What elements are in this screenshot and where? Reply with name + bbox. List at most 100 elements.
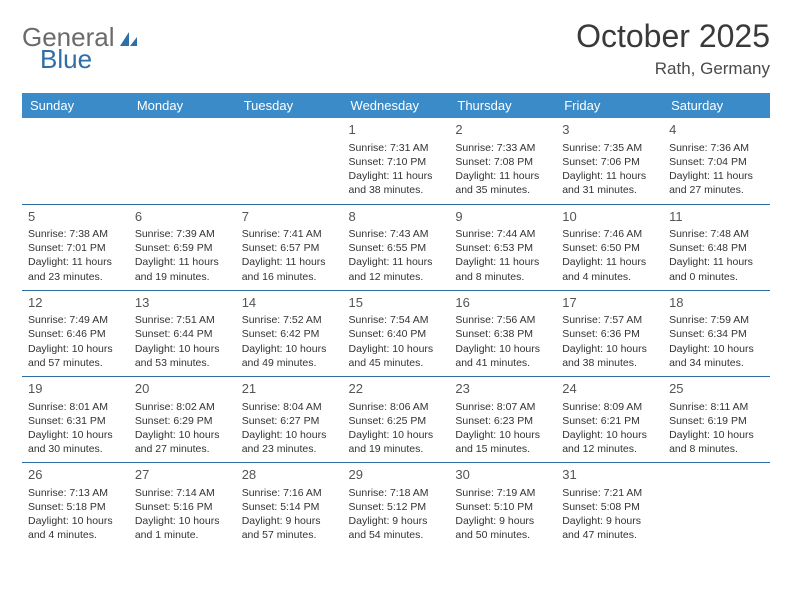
cell-line: Sunset: 6:42 PM [242,327,337,341]
title-block: October 2025 Rath, Germany [576,18,770,79]
cell-line: Sunrise: 8:11 AM [669,400,764,414]
calendar-cell: 10Sunrise: 7:46 AMSunset: 6:50 PMDayligh… [556,204,663,290]
calendar-cell: 7Sunrise: 7:41 AMSunset: 6:57 PMDaylight… [236,204,343,290]
cell-line: Sunrise: 7:51 AM [135,313,230,327]
calendar-cell: 23 Sunrise: 8:07 AMSunset: 6:23 PMDayligh… [449,376,556,462]
cell-line: Daylight: 11 hours [349,255,444,269]
cell-line: and 57 minutes. [242,528,337,542]
cell-line: Sunrise: 7:31 AM [349,141,444,155]
cell-line: and 8 minutes. [455,270,550,284]
cell-line: and 38 minutes. [349,183,444,197]
cell-line: Daylight: 11 hours [455,169,550,183]
cell-line: Daylight: 11 hours [669,169,764,183]
weekday-header-row: Sunday Monday Tuesday Wednesday Thursday… [22,93,770,118]
cell-line: and 1 minute. [135,528,230,542]
cell-line: and 38 minutes. [562,356,657,370]
cell-line: Sunset: 6:57 PM [242,241,337,255]
cell-line: and 4 minutes. [562,270,657,284]
cell-line: Daylight: 10 hours [28,428,123,442]
cell-line: Daylight: 9 hours [562,514,657,528]
cell-line: Sunset: 7:04 PM [669,155,764,169]
day-number: 11 [669,208,764,226]
calendar-cell: 28Sunrise: 7:16 AMSunset: 5:14 PMDayligh… [236,463,343,549]
cell-line: Daylight: 10 hours [28,342,123,356]
cell-line: Sunrise: 7:33 AM [455,141,550,155]
cell-line: Daylight: 10 hours [135,428,230,442]
cell-line: Sunset: 5:12 PM [349,500,444,514]
cell-line: Sunset: 6:31 PM [28,414,123,428]
day-number: 4 [669,121,764,139]
cell-line: Sunrise: 7:38 AM [28,227,123,241]
cell-line: Sunset: 6:53 PM [455,241,550,255]
day-number: 8 [349,208,444,226]
calendar-cell: 9Sunrise: 7:44 AMSunset: 6:53 PMDaylight… [449,204,556,290]
calendar-page: GeneralBlue October 2025 Rath, Germany S… [0,0,792,612]
cell-line: Sunset: 6:50 PM [562,241,657,255]
cell-line: Daylight: 10 hours [242,428,337,442]
cell-line: Sunset: 5:18 PM [28,500,123,514]
day-number: 24 [562,380,657,398]
cell-line: Sunrise: 8:07 AM [455,400,550,414]
calendar-row: 12Sunrise: 7:49 AMSunset: 6:46 PMDayligh… [22,290,770,376]
cell-line: Daylight: 11 hours [562,255,657,269]
calendar-cell: 6Sunrise: 7:39 AMSunset: 6:59 PMDaylight… [129,204,236,290]
weekday-header: Sunday [22,93,129,118]
cell-line: Sunrise: 7:48 AM [669,227,764,241]
brand-logo: GeneralBlue [22,18,140,72]
cell-line: and 16 minutes. [242,270,337,284]
cell-line: and 53 minutes. [135,356,230,370]
cell-line: Sunset: 6:23 PM [455,414,550,428]
cell-line: Sunrise: 7:18 AM [349,486,444,500]
cell-line: and 8 minutes. [669,442,764,456]
day-number: 23 [455,380,550,398]
calendar-cell: 27Sunrise: 7:14 AMSunset: 5:16 PMDayligh… [129,463,236,549]
cell-line: Sunrise: 8:04 AM [242,400,337,414]
cell-line: Sunset: 6:55 PM [349,241,444,255]
cell-line: and 50 minutes. [455,528,550,542]
cell-line: Daylight: 9 hours [349,514,444,528]
cell-line: Sunrise: 8:01 AM [28,400,123,414]
day-number: 3 [562,121,657,139]
cell-line: Daylight: 10 hours [455,428,550,442]
cell-line: and 54 minutes. [349,528,444,542]
location: Rath, Germany [576,59,770,79]
calendar-cell: 17Sunrise: 7:57 AMSunset: 6:36 PMDayligh… [556,290,663,376]
cell-line: and 45 minutes. [349,356,444,370]
calendar-cell: 2Sunrise: 7:33 AMSunset: 7:08 PMDaylight… [449,118,556,204]
cell-line: Sunset: 6:46 PM [28,327,123,341]
day-number: 30 [455,466,550,484]
day-number: 27 [135,466,230,484]
cell-line: Sunrise: 8:06 AM [349,400,444,414]
cell-line: and 27 minutes. [669,183,764,197]
cell-line: Sunset: 6:38 PM [455,327,550,341]
cell-line: Daylight: 11 hours [669,255,764,269]
cell-line: Daylight: 10 hours [28,514,123,528]
cell-line: Sunrise: 7:16 AM [242,486,337,500]
cell-line: Sunset: 6:59 PM [135,241,230,255]
calendar-cell: 13Sunrise: 7:51 AMSunset: 6:44 PMDayligh… [129,290,236,376]
cell-line: Sunrise: 7:35 AM [562,141,657,155]
cell-line: and 12 minutes. [562,442,657,456]
cell-line: Sunrise: 7:13 AM [28,486,123,500]
day-number: 29 [349,466,444,484]
calendar-cell [22,118,129,204]
calendar-body: 1Sunrise: 7:31 AMSunset: 7:10 PMDaylight… [22,118,770,549]
day-number: 5 [28,208,123,226]
cell-line: and 41 minutes. [455,356,550,370]
calendar-cell: 26Sunrise: 7:13 AMSunset: 5:18 PMDayligh… [22,463,129,549]
cell-line: Daylight: 10 hours [349,428,444,442]
cell-line: Daylight: 11 hours [242,255,337,269]
calendar-cell: 11Sunrise: 7:48 AMSunset: 6:48 PMDayligh… [663,204,770,290]
calendar-cell: 29 Sunrise: 7:18 AMSunset: 5:12 PMDayligh… [343,463,450,549]
cell-line: Sunrise: 7:39 AM [135,227,230,241]
cell-line: Sunset: 6:34 PM [669,327,764,341]
cell-line: and 30 minutes. [28,442,123,456]
calendar-cell: 16Sunrise: 7:56 AMSunset: 6:38 PMDayligh… [449,290,556,376]
calendar-cell: 21Sunrise: 8:04 AMSunset: 6:27 PMDayligh… [236,376,343,462]
cell-line: Sunrise: 7:19 AM [455,486,550,500]
day-number: 28 [242,466,337,484]
calendar-table: Sunday Monday Tuesday Wednesday Thursday… [22,93,770,549]
calendar-cell: 4Sunrise: 7:36 AMSunset: 7:04 PMDaylight… [663,118,770,204]
cell-line: Sunrise: 7:43 AM [349,227,444,241]
cell-line: Sunrise: 7:49 AM [28,313,123,327]
